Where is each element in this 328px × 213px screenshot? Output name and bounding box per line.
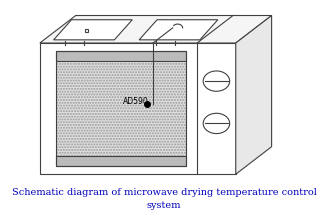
Circle shape [203, 113, 230, 134]
Text: Schematic diagram of microwave drying temperature control: Schematic diagram of microwave drying te… [11, 188, 317, 197]
Bar [56, 61, 186, 156]
Bar [85, 29, 88, 32]
Bar [56, 156, 186, 166]
Polygon shape [40, 16, 272, 43]
Bar [56, 52, 186, 61]
Polygon shape [53, 20, 132, 40]
Circle shape [203, 71, 230, 91]
Bar [56, 52, 186, 166]
Text: system: system [147, 201, 181, 210]
Polygon shape [139, 20, 218, 40]
Text: AD590: AD590 [123, 97, 148, 106]
Polygon shape [236, 16, 272, 174]
Bar [56, 156, 186, 166]
Bar [56, 52, 186, 61]
Bar [40, 43, 236, 174]
